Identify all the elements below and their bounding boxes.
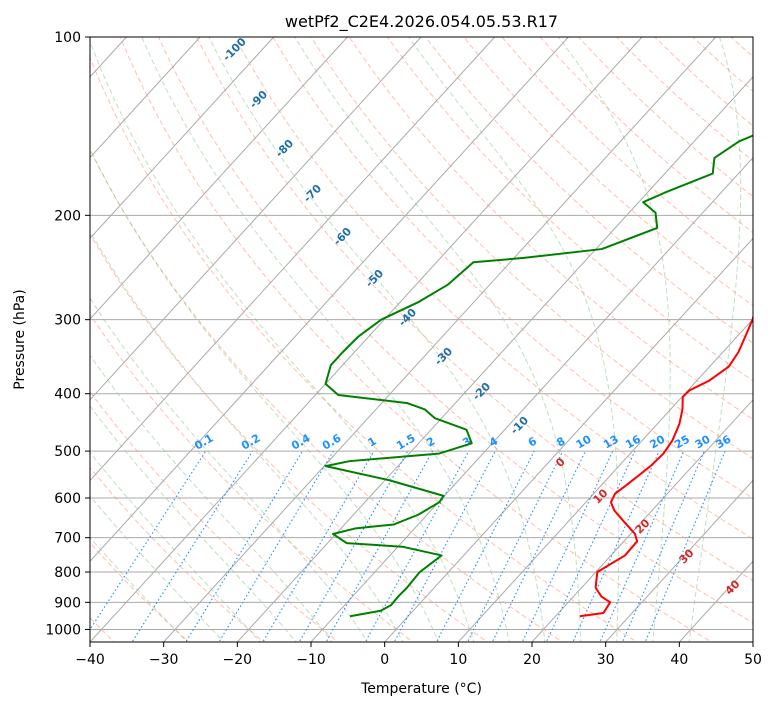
mixing-ratio-line [325, 450, 434, 642]
moist-adiabat-line [90, 39, 475, 642]
mixing-ratio-line [364, 450, 470, 642]
background-lines [90, 37, 753, 642]
x-tick-label: 50 [744, 652, 762, 668]
isotherm-line [531, 399, 753, 642]
plot-frame [89, 36, 754, 643]
moist-adiabat-line [557, 37, 671, 642]
mixing-ratio-line [572, 450, 660, 642]
moist-adiabat-line [90, 354, 333, 642]
moist-adiabat-line [90, 297, 369, 642]
moist-adiabat-line [90, 405, 297, 642]
moist-adiabat-line [688, 37, 742, 642]
mixing-ratio-line [298, 450, 409, 642]
moist-adiabat-line [208, 37, 546, 642]
isotherm-line [163, 37, 717, 642]
axes: −40 −30 −20 −10 0 10 20 30 40 50 100 200 300 400 500 60… [45, 30, 762, 668]
moist-adiabat-line [90, 230, 404, 642]
moist-adiabat-line [294, 37, 582, 642]
x-tick-label: −20 [223, 652, 253, 668]
x-tick-label: −30 [149, 652, 179, 668]
dry-adiabat-line [234, 37, 753, 540]
dry-adiabat-line [196, 37, 753, 582]
dry-adiabat-line [90, 233, 489, 642]
moist-adiabat-line [141, 37, 510, 642]
mixing-ratio-line [644, 450, 726, 642]
dewpoint-line [324, 134, 753, 618]
isotherm-line [90, 37, 275, 240]
mixing-ratio-line [262, 450, 375, 642]
y-tick-label: 200 [54, 208, 81, 224]
isotherm-line [605, 479, 753, 642]
mixing-ratio-line [621, 450, 705, 642]
mixing-ratio-line [466, 450, 564, 642]
y-tick-label: 500 [54, 444, 81, 460]
y-tick-label: 900 [54, 595, 81, 611]
y-tick-label: 100 [54, 30, 81, 46]
isotherm-line [90, 37, 569, 563]
mixing-ratio-line [185, 450, 304, 642]
mixing-ratio-line [218, 450, 334, 642]
isotherm-line [310, 156, 753, 642]
mixing-ratio-line [435, 450, 535, 642]
mixing-ratio-line [90, 450, 207, 631]
dry-adiabat-line [425, 37, 753, 344]
y-tick-label: 700 [54, 531, 81, 547]
x-tick-label: −10 [296, 652, 326, 668]
dry-adiabat-line [310, 37, 753, 460]
isotherm-line [457, 318, 753, 642]
x-tick-label: 20 [523, 652, 541, 668]
isotherm-line [90, 37, 422, 401]
moist-adiabat-line [408, 37, 620, 642]
isotherm-line [90, 37, 201, 159]
x-axis-label: Temperature (°C) [360, 681, 482, 697]
x-tick-label: 40 [670, 652, 688, 668]
dry-adiabat-line [463, 37, 753, 307]
temperature-line [579, 314, 753, 618]
x-tick-label: 10 [449, 652, 467, 668]
x-tick-label: 30 [597, 652, 615, 668]
y-tick-label: 300 [54, 313, 81, 329]
isotherm-line [90, 37, 643, 642]
isotherm-line [90, 37, 496, 482]
isotherm-line [90, 37, 348, 320]
plot-area [90, 37, 753, 642]
profile-series [324, 134, 753, 618]
moist-adiabat-line [90, 451, 261, 642]
y-tick-label: 800 [54, 565, 81, 581]
y-tick-label: 600 [54, 491, 81, 507]
y-tick-label: 400 [54, 387, 81, 403]
x-tick-label: 0 [380, 652, 389, 668]
isotherm-line [384, 237, 753, 642]
mixing-ratio-line [393, 450, 496, 642]
chart-title: wetPf2_C2E4.2026.054.05.53.R17 [285, 12, 558, 32]
y-tick-label: 1000 [45, 622, 81, 638]
y-axis-label: Pressure (hPa) [12, 289, 28, 389]
moist-adiabat-line [90, 148, 439, 642]
isotherm-line [236, 76, 753, 642]
dry-adiabat-line [348, 37, 753, 420]
x-tick-label: −40 [75, 652, 105, 668]
